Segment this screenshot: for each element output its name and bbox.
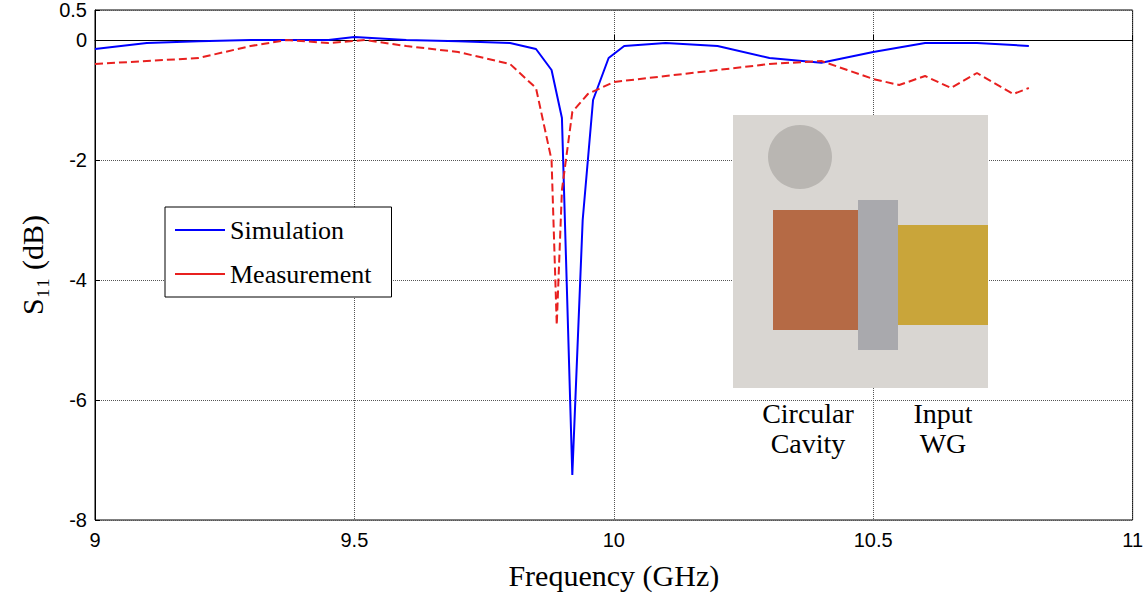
svg-text:-2: -2 — [69, 149, 87, 171]
svg-text:Frequency (GHz): Frequency (GHz) — [508, 559, 719, 593]
svg-text:0: 0 — [76, 29, 87, 51]
svg-text:10: 10 — [603, 529, 625, 551]
svg-text:-8: -8 — [69, 509, 87, 531]
svg-text:11: 11 — [1122, 529, 1143, 551]
svg-text:-6: -6 — [69, 389, 87, 411]
svg-text:10.5: 10.5 — [854, 529, 893, 551]
svg-text:Cavity: Cavity — [771, 428, 846, 459]
svg-text:9: 9 — [89, 529, 100, 551]
svg-text:S₁₁ (dB): S₁₁ (dB) — [16, 215, 50, 315]
svg-text:Circular: Circular — [762, 398, 854, 429]
svg-text:Measurement: Measurement — [230, 260, 372, 289]
svg-text:WG: WG — [920, 428, 967, 459]
svg-text:0.5: 0.5 — [59, 0, 87, 21]
svg-text:9.5: 9.5 — [340, 529, 368, 551]
svg-text:Input: Input — [913, 398, 972, 429]
svg-text:-4: -4 — [69, 269, 87, 291]
svg-text:Simulation: Simulation — [230, 216, 344, 245]
